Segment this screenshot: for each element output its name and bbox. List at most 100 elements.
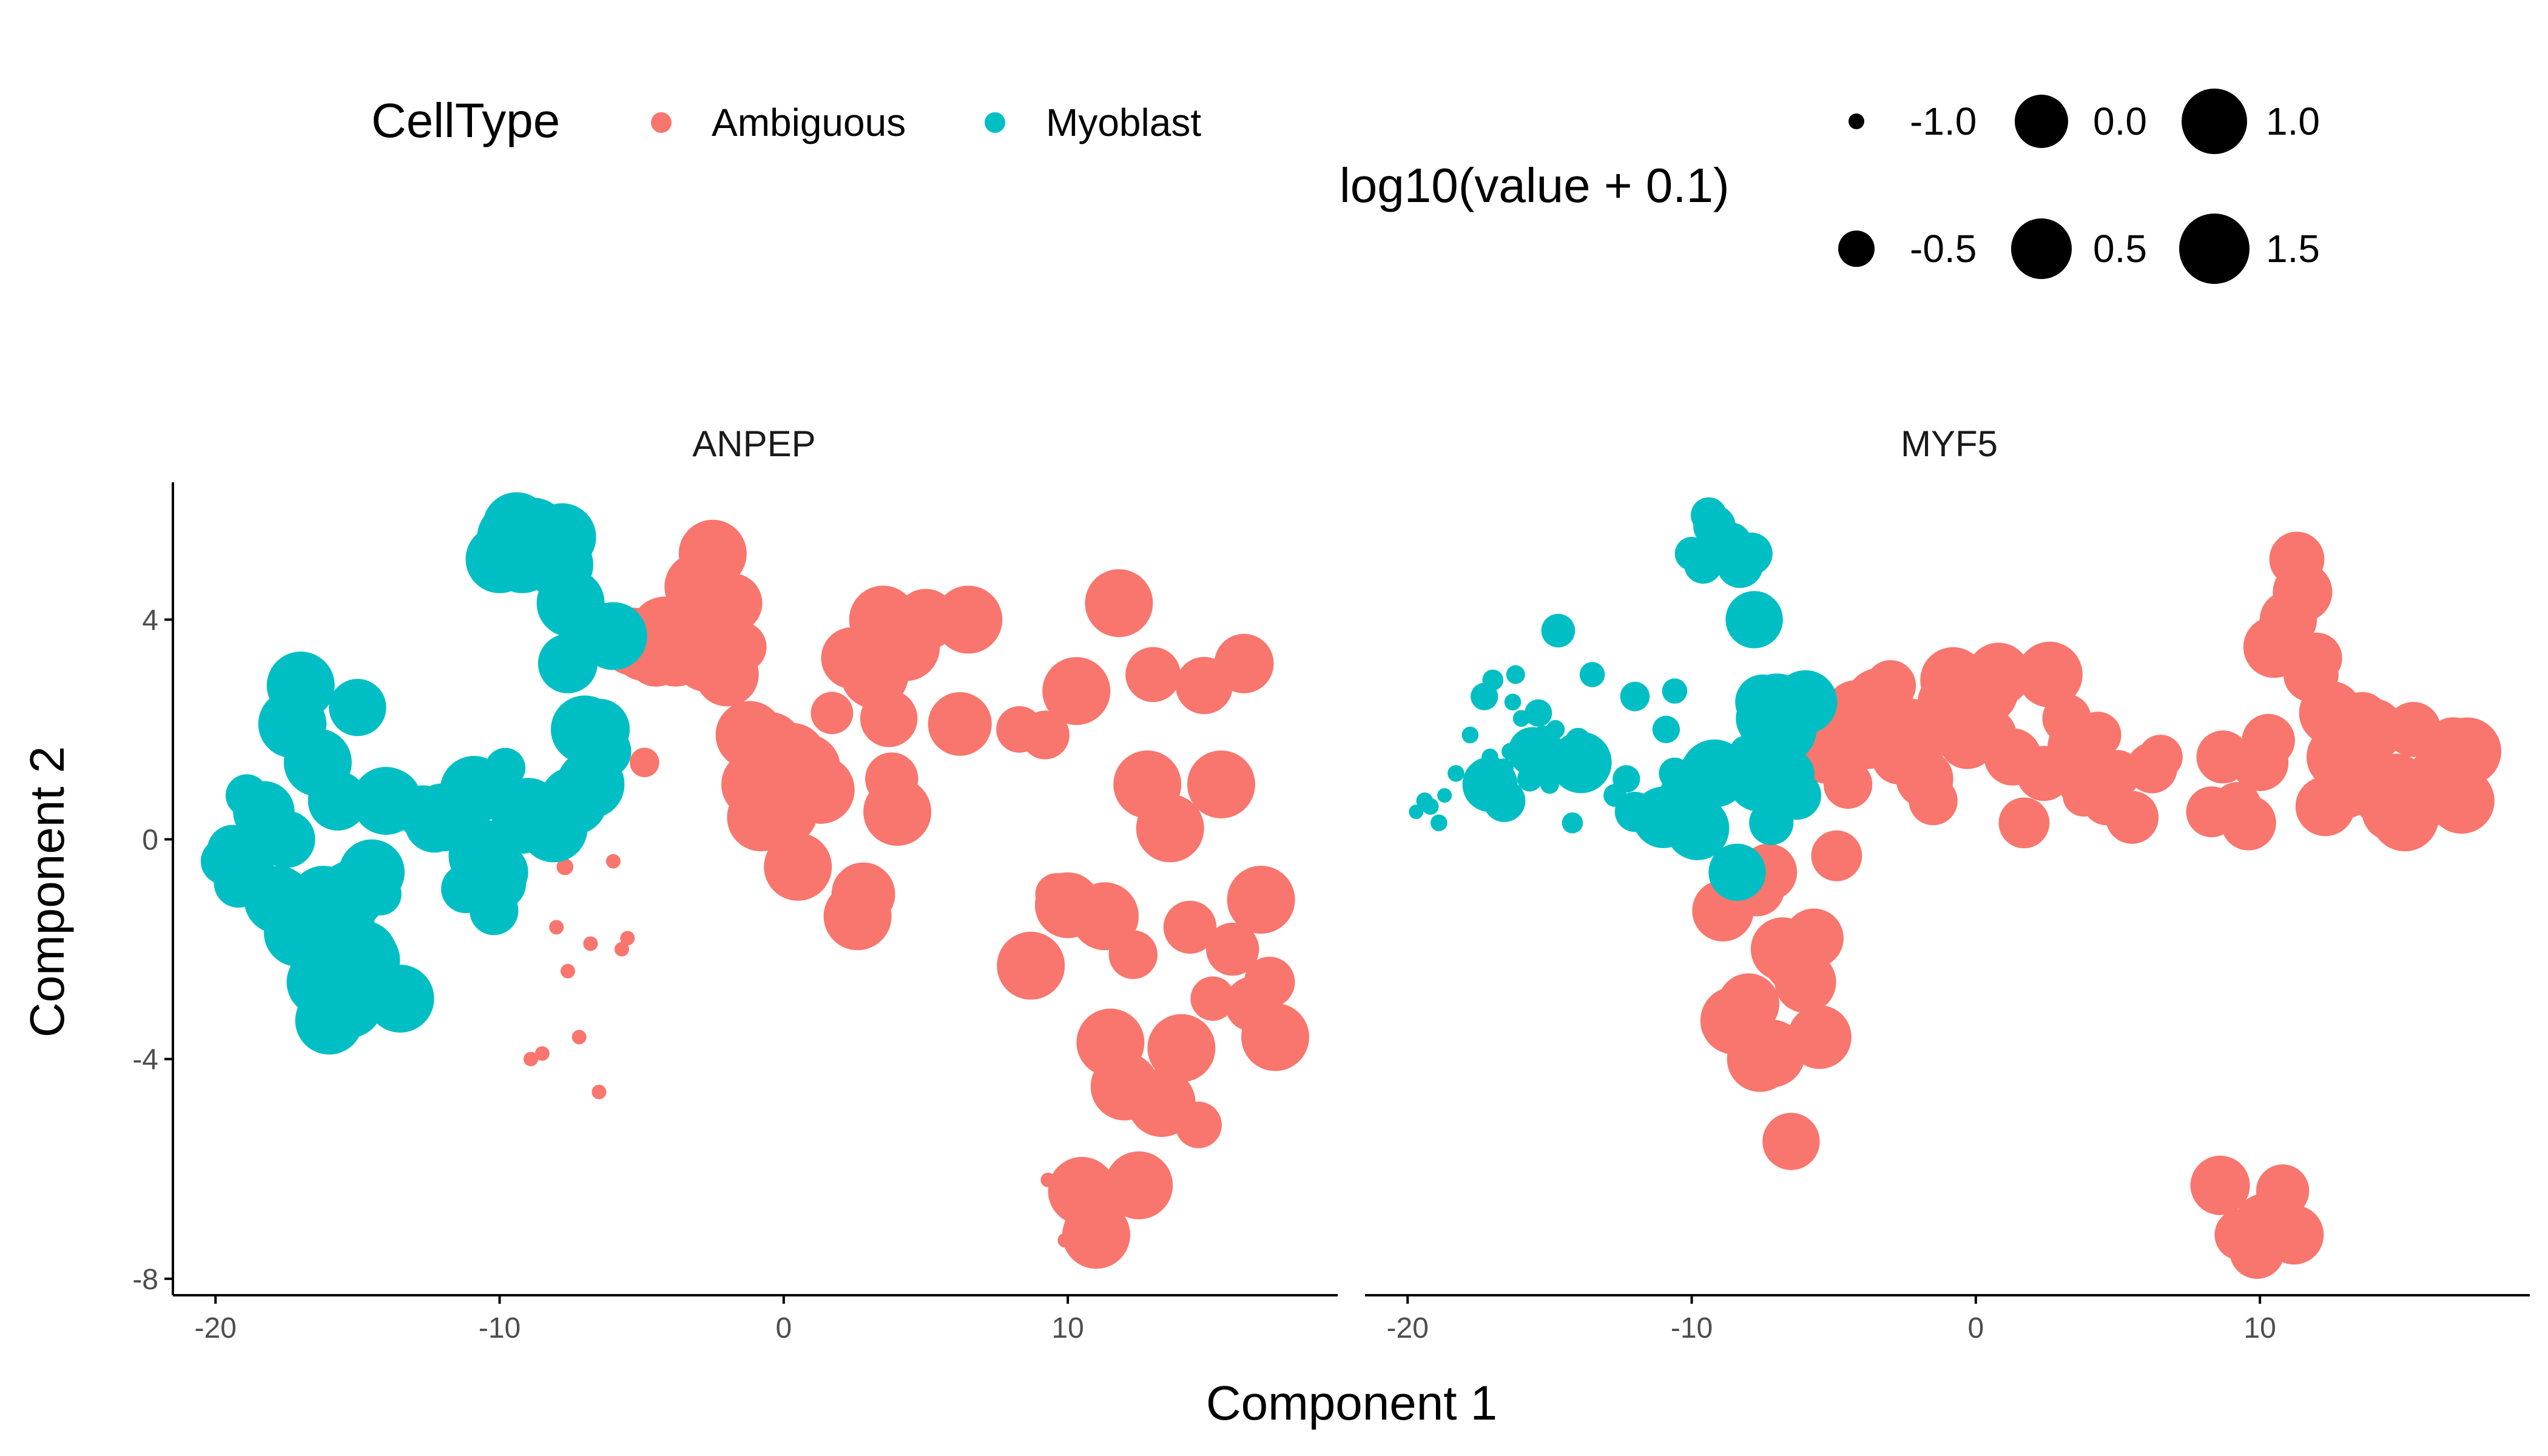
point-ambiguous-anpep [1083,1244,1098,1259]
point-myoblast-myf5 [1409,804,1424,820]
point-ambiguous-anpep [1190,976,1235,1021]
facet-strip-label-anpep: ANPEP [692,423,815,464]
point-ambiguous-myf5 [2273,562,2333,622]
point-ambiguous-anpep [1020,958,1036,973]
point-ambiguous-anpep [614,942,629,957]
legend-size-key-neg1 [1849,113,1864,129]
point-ambiguous-myf5 [2428,767,2495,834]
point-myoblast-anpep [579,602,647,670]
point-myoblast-anpep [366,965,434,1033]
point-myoblast-myf5 [1613,765,1640,793]
point-ambiguous-myf5 [1811,830,1862,881]
facet-panel-myf5 [1409,497,2501,1279]
legend-color-title: CellType [371,93,560,147]
point-ambiguous-myf5 [2138,735,2183,780]
point-ambiguous-myf5 [1787,1005,1852,1069]
point-myoblast-anpep [528,503,596,571]
point-ambiguous-anpep [703,573,763,633]
x-tick-label-anpep: 10 [1051,1312,1084,1344]
point-myoblast-myf5 [1773,670,1838,734]
point-myoblast-myf5 [1550,732,1612,794]
point-ambiguous-anpep [764,832,832,901]
point-ambiguous-anpep [831,862,895,926]
point-myoblast-anpep [473,857,527,910]
point-ambiguous-myf5 [1700,986,1768,1055]
y-tick-label: -4 [132,1044,158,1076]
point-myoblast-anpep [269,695,327,753]
point-ambiguous-anpep [928,692,992,756]
legend-size-key-1 [2182,89,2247,154]
x-tick-label-myf5: 0 [1967,1312,1984,1344]
point-myoblast-myf5 [1448,765,1464,782]
x-tick-label-myf5: -10 [1671,1312,1713,1344]
point-myoblast-myf5 [1660,763,1724,827]
point-ambiguous-anpep [786,756,855,824]
point-myoblast-anpep [356,767,422,834]
point-ambiguous-myf5 [2214,1209,2266,1261]
point-ambiguous-anpep [1094,1216,1110,1232]
point-ambiguous-anpep [678,519,747,588]
point-ambiguous-anpep [1227,866,1295,934]
x-axis-title: Component 1 [1206,1376,1497,1430]
y-tick-label: 0 [142,824,158,857]
point-myoblast-myf5 [1730,532,1773,575]
point-ambiguous-myf5 [2291,632,2342,684]
legend-size-label-neg1: -1.0 [1910,99,1977,143]
point-ambiguous-anpep [583,936,598,951]
legend-size-label-05: 0.5 [2093,227,2147,271]
facet-strip-label-myf5: MYF5 [1901,423,1998,464]
point-ambiguous-anpep [1062,1201,1130,1269]
y-axis-title: Component 2 [20,746,74,1037]
point-ambiguous-myf5 [2074,712,2122,758]
point-ambiguous-anpep [630,747,659,778]
y-tick-label: -8 [132,1264,158,1296]
legend-size-title: log10(value + 0.1) [1340,158,1730,212]
point-ambiguous-anpep [549,920,564,935]
point-myoblast-myf5 [1772,770,1821,820]
point-ambiguous-anpep [1108,930,1158,979]
point-ambiguous-myf5 [2105,790,2159,844]
point-ambiguous-myf5 [2242,713,2295,767]
legend-color-label-myoblast: Myoblast [1046,101,1201,144]
point-myoblast-myf5 [1421,798,1439,815]
point-ambiguous-anpep [571,1030,587,1045]
point-myoblast-myf5 [1708,843,1766,902]
point-ambiguous-anpep [1163,900,1217,954]
point-ambiguous-myf5 [1764,927,1830,993]
point-ambiguous-myf5 [2256,1164,2310,1218]
point-ambiguous-anpep [1187,750,1255,818]
point-myoblast-myf5 [1482,669,1503,691]
point-myoblast-myf5 [1461,726,1479,744]
point-ambiguous-myf5 [1966,642,2031,707]
point-ambiguous-anpep [1040,1172,1056,1187]
point-ambiguous-myf5 [1823,760,1873,809]
legend-color-key-myoblast [985,112,1005,133]
legend-size-key-15 [2179,214,2250,284]
legend-color-key-ambiguous [651,112,672,133]
point-myoblast-myf5 [1437,788,1452,803]
point-ambiguous-myf5 [2190,1155,2250,1215]
point-ambiguous-anpep [1125,647,1181,703]
legend-size-key-05 [2011,218,2072,279]
point-ambiguous-anpep [1085,569,1153,638]
point-myoblast-anpep [558,769,601,811]
point-ambiguous-myf5 [2221,795,2276,851]
point-myoblast-myf5 [1652,715,1680,743]
point-ambiguous-anpep [1175,1101,1222,1148]
point-ambiguous-anpep [860,690,918,747]
axes: -8 -4 0 4 -20 -10 0 10 -20 -10 0 10 [132,482,2530,1344]
legend-size-label-neg05: -0.5 [1910,227,1977,271]
point-ambiguous-anpep [534,1046,550,1061]
point-ambiguous-anpep [1136,794,1204,863]
point-ambiguous-anpep [715,621,767,673]
point-ambiguous-myf5 [2342,698,2405,761]
y-tick-label: 4 [142,604,158,636]
point-ambiguous-myf5 [1998,797,2050,849]
point-ambiguous-anpep [1206,922,1259,976]
point-myoblast-myf5 [1462,757,1518,812]
point-ambiguous-anpep [1105,1151,1173,1219]
point-ambiguous-anpep [1066,1205,1081,1221]
point-myoblast-myf5 [1614,792,1655,832]
point-myoblast-anpep [419,800,467,846]
